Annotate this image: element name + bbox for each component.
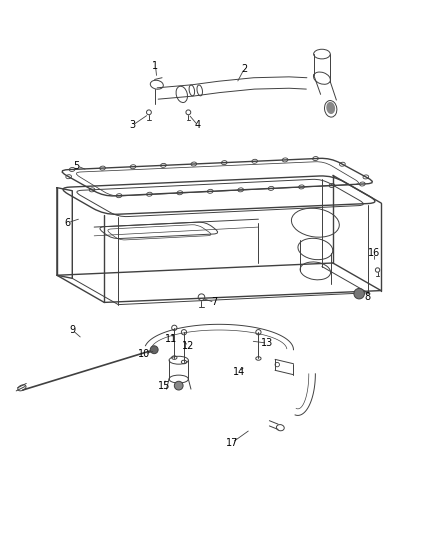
- Text: 16: 16: [368, 248, 381, 259]
- Text: 14: 14: [233, 367, 245, 377]
- Text: 11: 11: [165, 334, 177, 344]
- Text: 13: 13: [261, 338, 273, 348]
- Text: 12: 12: [182, 341, 194, 351]
- Text: 3: 3: [129, 120, 135, 131]
- Ellipse shape: [150, 346, 158, 354]
- Ellipse shape: [326, 102, 335, 114]
- Text: 17: 17: [226, 438, 238, 448]
- Text: 2: 2: [241, 63, 247, 74]
- Text: 7: 7: [212, 297, 218, 308]
- Ellipse shape: [174, 381, 183, 390]
- Text: 6: 6: [65, 217, 71, 228]
- Text: 15: 15: [158, 381, 170, 391]
- Text: 5: 5: [74, 161, 80, 171]
- Text: 9: 9: [69, 325, 75, 335]
- Ellipse shape: [354, 288, 364, 299]
- Text: 4: 4: [195, 120, 201, 131]
- Text: 1: 1: [152, 61, 159, 71]
- Text: 8: 8: [365, 292, 371, 302]
- Text: 10: 10: [138, 349, 151, 359]
